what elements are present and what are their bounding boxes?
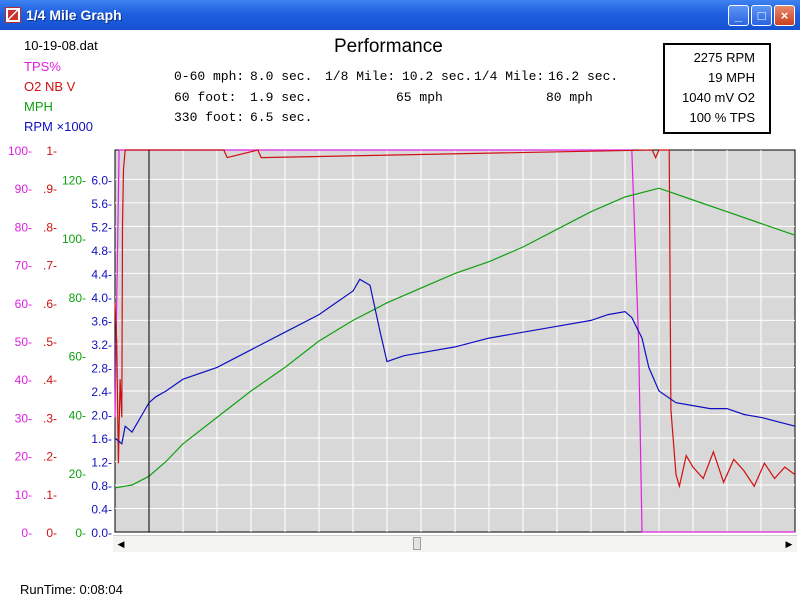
live-readout-box: 2275 RPM 19 MPH 1040 mV O2 100 % TPS — [663, 43, 771, 134]
y-tick-label-rpm-1000: 2.0- — [91, 408, 112, 422]
series-line-mph — [114, 187, 796, 489]
y-tick-label-rpm-1000: 4.0- — [91, 291, 112, 305]
y-tick-label-rpm-1000: 1.2- — [91, 455, 112, 469]
eighth-mile-speed: 65 mph — [396, 90, 443, 105]
foot60-label: 60 foot: — [174, 90, 237, 105]
window-title: 1/4 Mile Graph — [26, 7, 122, 23]
scroll-left-arrow-icon[interactable]: ◀ — [117, 539, 125, 549]
y-tick-label-o2-nb-v: 0- — [46, 526, 57, 538]
y-tick-label-rpm-1000: 5.6- — [91, 197, 112, 211]
y-tick-label-mph: 120- — [62, 173, 86, 187]
y-tick-label-mph: 80- — [69, 291, 86, 305]
foot330-value: 6.5 sec. — [250, 110, 313, 125]
zero60-label: 0-60 mph: — [174, 69, 245, 84]
y-tick-label-o2-nb-v: .4- — [43, 373, 57, 387]
y-tick-label-tps-: 10- — [15, 488, 32, 502]
y-tick-label-rpm-1000: 2.8- — [91, 361, 112, 375]
y-tick-label-rpm-1000: 2.4- — [91, 385, 112, 399]
y-tick-label-o2-nb-v: .7- — [43, 259, 57, 273]
y-tick-label-o2-nb-v: 1- — [46, 144, 57, 158]
title-bar[interactable]: 1/4 Mile Graph _ □ × — [0, 0, 800, 30]
series-line-rpm-1000 — [114, 278, 796, 445]
readout-tps: 100 % TPS — [689, 110, 755, 125]
y-tick-label-rpm-1000: 6.0- — [91, 173, 112, 187]
y-tick-label-tps-: 60- — [15, 297, 32, 311]
time-scrollbar[interactable]: ◀ ▶ — [113, 535, 797, 552]
legend-o2: O2 NB V — [24, 79, 76, 94]
eighth-mile-time: 10.2 sec. — [402, 69, 473, 84]
y-tick-label-rpm-1000: 0.8- — [91, 479, 112, 493]
y-tick-label-rpm-1000: 4.4- — [91, 267, 112, 281]
y-tick-label-rpm-1000: 3.2- — [91, 338, 112, 352]
y-tick-label-rpm-1000: 3.6- — [91, 314, 112, 328]
y-tick-label-o2-nb-v: .9- — [43, 182, 57, 196]
y-tick-label-o2-nb-v: .2- — [43, 450, 57, 464]
y-tick-label-tps-: 0- — [21, 526, 32, 538]
series-line-o2-nb-v — [114, 149, 796, 489]
scroll-right-arrow-icon[interactable]: ▶ — [785, 539, 793, 549]
y-tick-label-tps-: 100- — [8, 144, 32, 158]
y-tick-label-o2-nb-v: .5- — [43, 335, 57, 349]
quarter-mile-label: 1/4 Mile: — [474, 69, 545, 84]
y-tick-label-o2-nb-v: .3- — [43, 411, 57, 425]
readout-o2: 1040 mV O2 — [682, 90, 755, 105]
y-tick-label-rpm-1000: 5.2- — [91, 220, 112, 234]
y-tick-label-mph: 100- — [62, 232, 86, 246]
readout-mph: 19 MPH — [708, 70, 755, 85]
y-tick-label-mph: 40- — [69, 408, 86, 422]
app-icon — [5, 7, 21, 23]
y-tick-label-rpm-1000: 4.8- — [91, 244, 112, 258]
y-tick-label-tps-: 40- — [15, 373, 32, 387]
y-tick-label-o2-nb-v: .6- — [43, 297, 57, 311]
y-tick-label-rpm-1000: 1.6- — [91, 432, 112, 446]
quarter-mile-speed: 80 mph — [546, 90, 593, 105]
runtime-label: RunTime: 0:08:04 — [20, 582, 123, 597]
file-name: 10-19-08.dat — [24, 38, 98, 53]
foot60-value: 1.9 sec. — [250, 90, 313, 105]
performance-chart[interactable]: 012345678910111213141516171819200-10-20-… — [0, 138, 800, 538]
y-tick-label-o2-nb-v: .1- — [43, 488, 57, 502]
y-tick-label-tps-: 50- — [15, 335, 32, 349]
quarter-mile-time: 16.2 sec. — [548, 69, 619, 84]
legend-mph: MPH — [24, 99, 53, 114]
legend-rpm: RPM ×1000 — [24, 119, 94, 134]
y-tick-label-mph: 0- — [75, 526, 86, 538]
scroll-thumb[interactable] — [413, 537, 421, 550]
maximize-button[interactable]: □ — [751, 5, 772, 26]
y-tick-label-tps-: 90- — [15, 182, 32, 196]
y-tick-label-mph: 20- — [69, 467, 86, 481]
close-button[interactable]: × — [774, 5, 795, 26]
zero60-value: 8.0 sec. — [250, 69, 313, 84]
page-title: Performance — [334, 36, 443, 57]
y-tick-label-tps-: 20- — [15, 450, 32, 464]
y-tick-label-o2-nb-v: .8- — [43, 220, 57, 234]
y-tick-label-tps-: 70- — [15, 259, 32, 273]
legend-tps: TPS% — [24, 59, 61, 74]
y-tick-label-rpm-1000: 0.0- — [91, 526, 112, 538]
y-tick-label-mph: 60- — [69, 350, 86, 364]
y-tick-label-tps-: 30- — [15, 411, 32, 425]
readout-rpm: 2275 RPM — [693, 50, 755, 65]
minimize-button[interactable]: _ — [728, 5, 749, 26]
y-tick-label-rpm-1000: 0.4- — [91, 502, 112, 516]
eighth-mile-label: 1/8 Mile: — [325, 69, 396, 84]
y-tick-label-tps-: 80- — [15, 220, 32, 234]
foot330-label: 330 foot: — [174, 110, 245, 125]
